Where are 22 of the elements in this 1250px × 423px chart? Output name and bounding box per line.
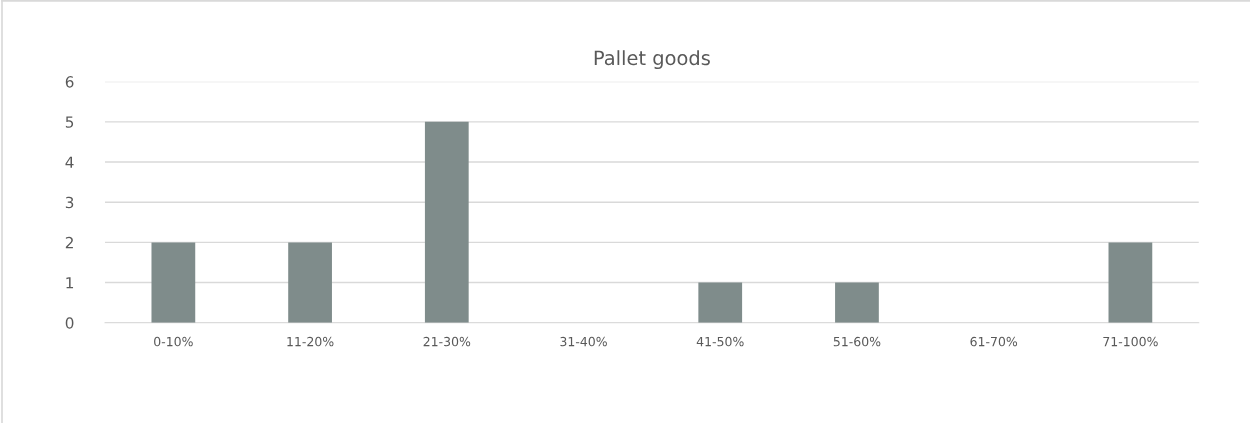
y-tick-label: 1 xyxy=(66,277,74,289)
x-tick-label: 0-10% xyxy=(154,336,193,347)
y-tick-label: 5 xyxy=(65,116,74,128)
bar xyxy=(288,242,332,323)
y-tick-label: 4 xyxy=(65,156,74,168)
x-tick-label: 21-30% xyxy=(423,336,471,347)
x-tick-label: 41-50% xyxy=(696,336,744,347)
bar xyxy=(151,242,196,323)
y-tick-label: 3 xyxy=(65,196,74,209)
y-tick-label: 2 xyxy=(65,236,73,249)
bar xyxy=(698,282,743,323)
x-tick-label: 61-70% xyxy=(970,336,1018,347)
x-tick-label: 51-60% xyxy=(833,336,881,347)
chart-title: Pallet goods xyxy=(594,50,710,70)
y-tick-label: 6 xyxy=(65,76,74,88)
bar xyxy=(835,282,879,323)
x-tick-label: 71-100% xyxy=(1103,336,1158,347)
bar xyxy=(1108,242,1153,323)
bar xyxy=(424,121,469,323)
y-tick-label: 0 xyxy=(65,317,74,329)
x-tick-label: 31-40% xyxy=(560,336,607,347)
x-tick-label: 11-20% xyxy=(287,336,334,347)
